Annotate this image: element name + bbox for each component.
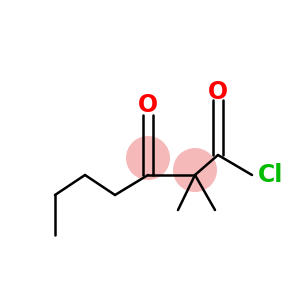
Text: O: O [208,80,228,104]
Circle shape [126,136,170,180]
Text: O: O [138,93,158,117]
Text: Cl: Cl [258,163,284,187]
Circle shape [173,148,217,192]
